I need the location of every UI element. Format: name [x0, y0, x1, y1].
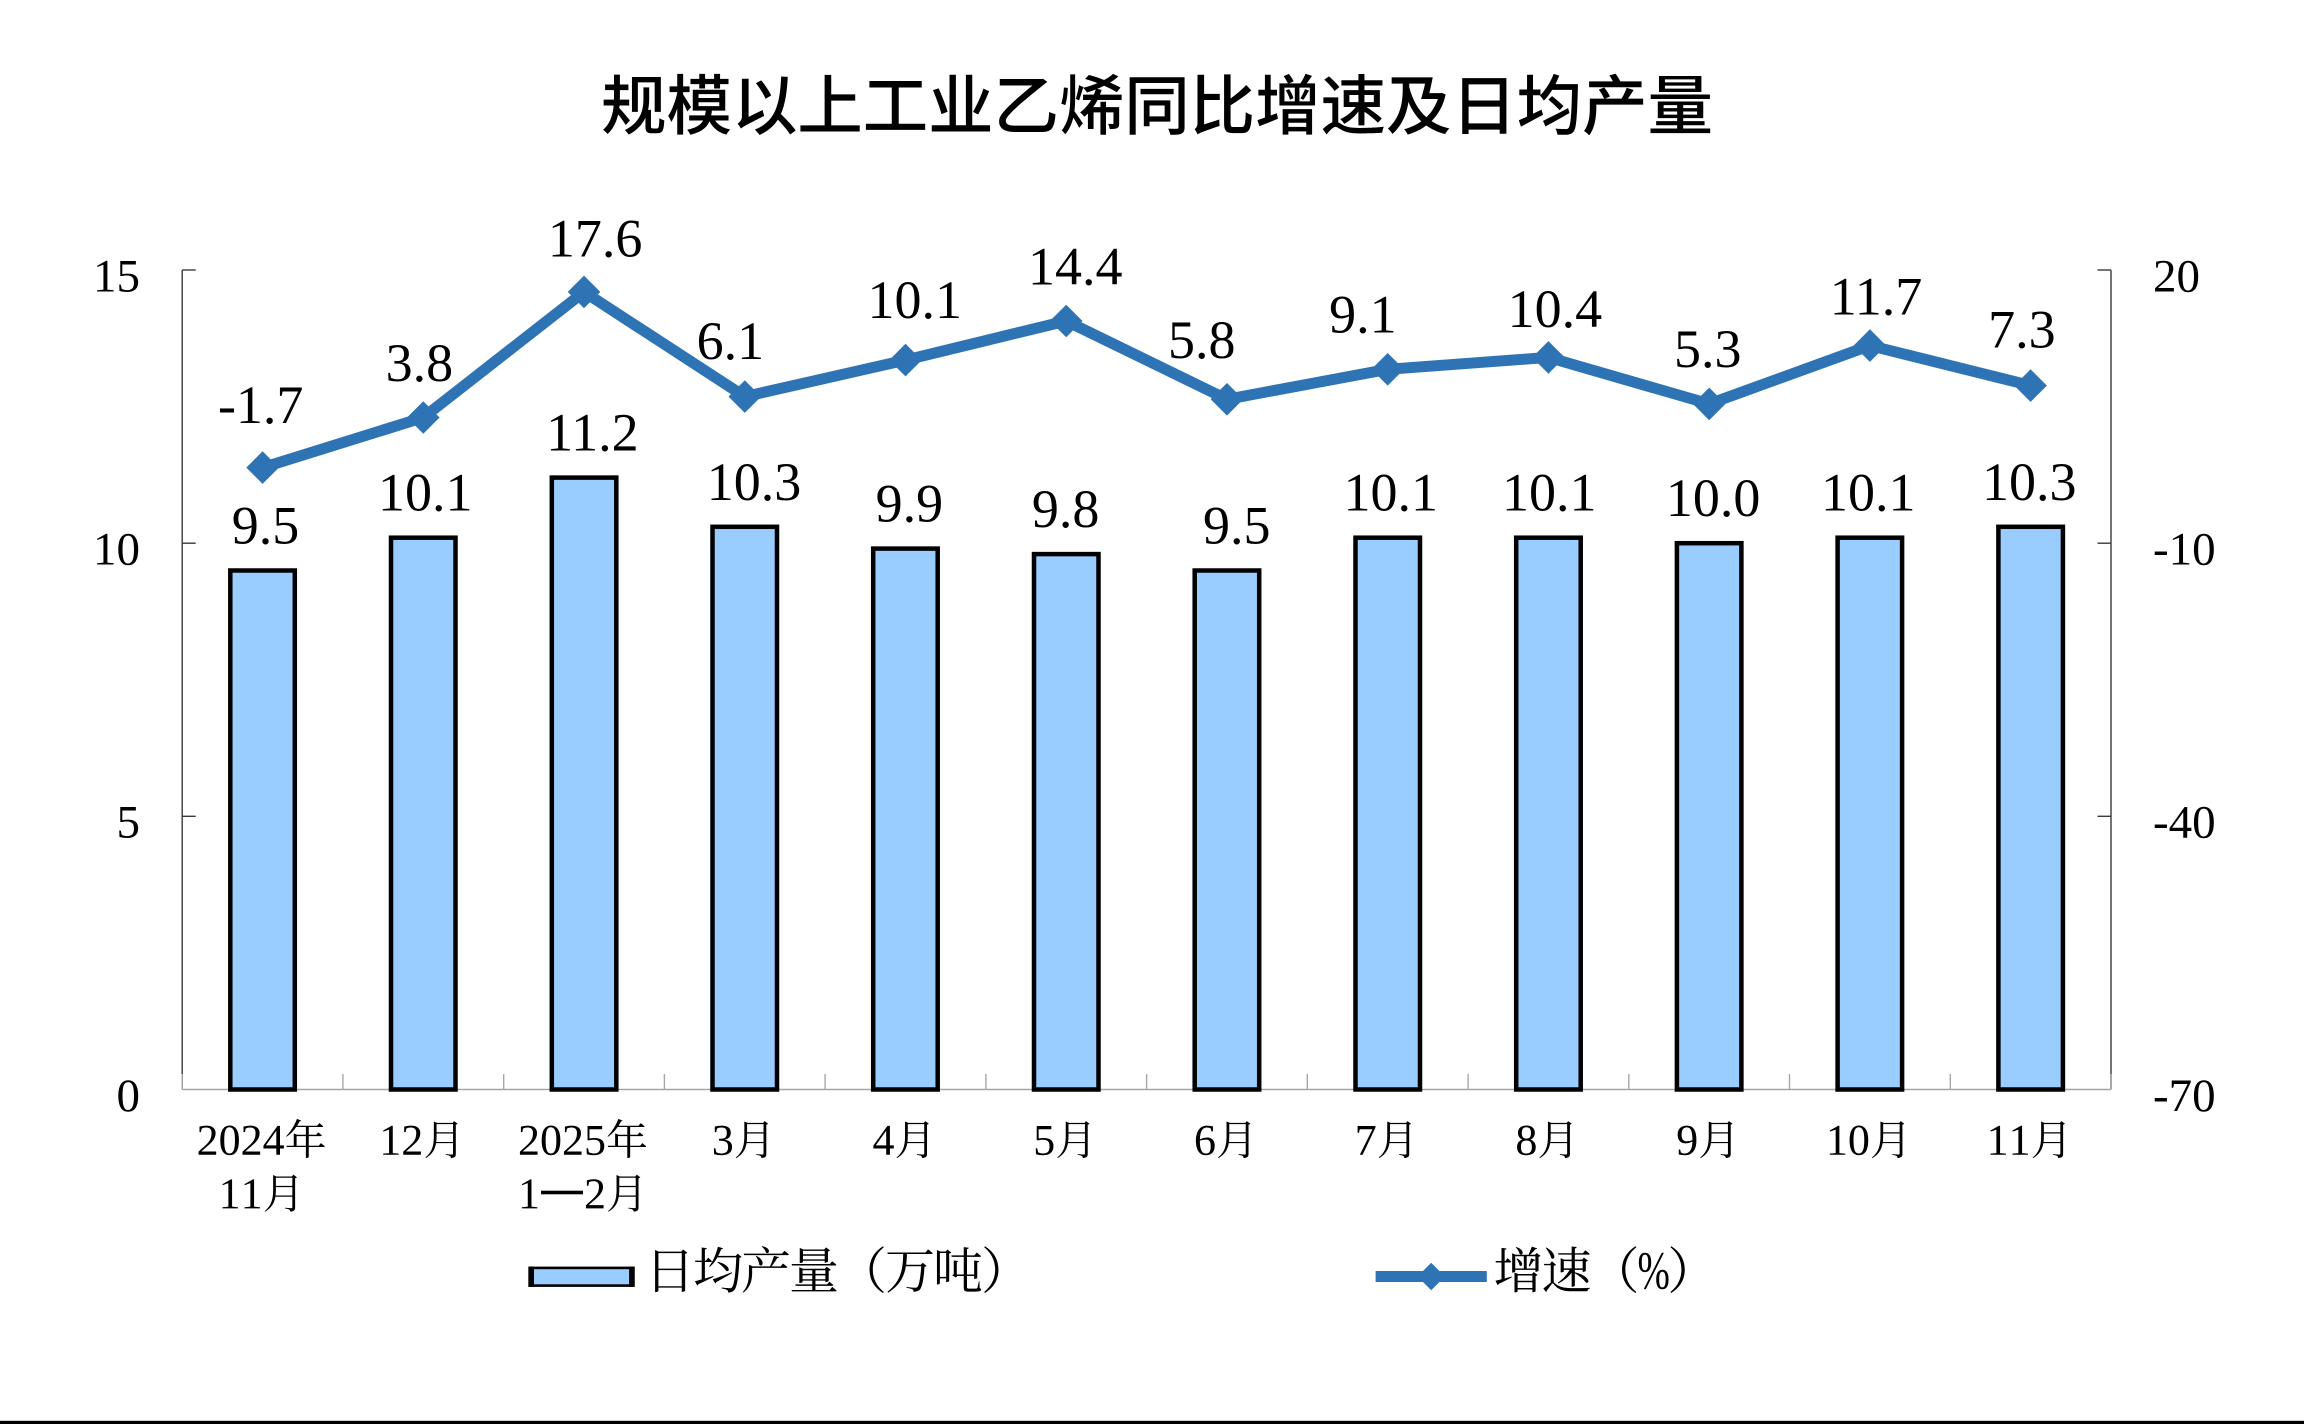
svg-text:7.3: 7.3: [1988, 299, 2056, 359]
svg-text:15: 15: [93, 250, 140, 302]
svg-text:10.1: 10.1: [1343, 463, 1438, 523]
svg-text:-40: -40: [2153, 797, 2216, 849]
svg-text:20: 20: [2153, 250, 2200, 302]
svg-text:9.5: 9.5: [232, 496, 300, 556]
svg-text:10.3: 10.3: [707, 452, 802, 512]
svg-text:10.1: 10.1: [1502, 463, 1597, 523]
svg-text:6.1: 6.1: [697, 311, 765, 371]
svg-text:11.7: 11.7: [1830, 267, 1923, 327]
svg-text:-70: -70: [2153, 1070, 2216, 1122]
svg-text:9.8: 9.8: [1032, 479, 1100, 539]
svg-text:3.8: 3.8: [386, 333, 454, 393]
svg-text:9.9: 9.9: [876, 474, 944, 534]
svg-text:10.0: 10.0: [1666, 468, 1761, 528]
svg-text:5.3: 5.3: [1674, 319, 1742, 379]
svg-text:10.1: 10.1: [1821, 463, 1916, 523]
svg-text:-1.7: -1.7: [218, 375, 303, 435]
svg-text:9.1: 9.1: [1329, 285, 1397, 345]
svg-text:11.2: 11.2: [546, 403, 639, 463]
svg-text:10.1: 10.1: [378, 463, 473, 523]
svg-text:5.8: 5.8: [1168, 310, 1236, 370]
svg-text:5: 5: [117, 797, 141, 849]
svg-text:10.1: 10.1: [868, 270, 963, 330]
svg-text:10.3: 10.3: [1982, 452, 2077, 512]
svg-text:-10: -10: [2153, 524, 2216, 576]
svg-text:14.4: 14.4: [1028, 237, 1123, 297]
svg-text:0: 0: [117, 1070, 141, 1122]
svg-text:9.5: 9.5: [1203, 496, 1271, 556]
svg-text:17.6: 17.6: [548, 208, 643, 268]
svg-text:10.4: 10.4: [1508, 279, 1603, 339]
svg-text:10: 10: [93, 524, 140, 576]
